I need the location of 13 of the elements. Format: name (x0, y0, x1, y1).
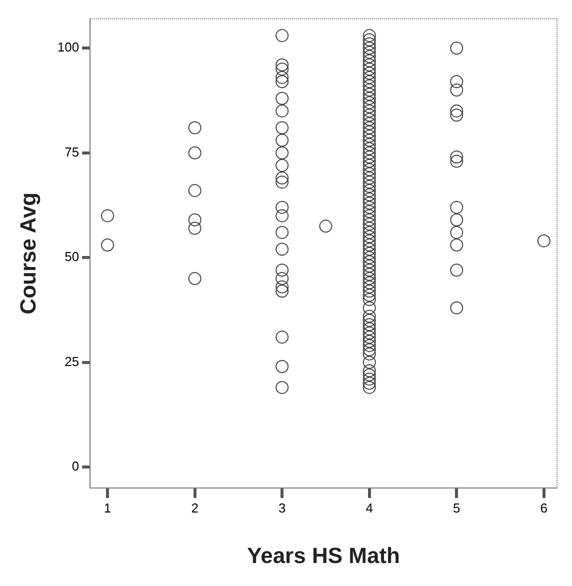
y-tick-label: 100 (57, 40, 80, 55)
x-tick-label: 2 (191, 500, 198, 516)
x-axis-title: Years HS Math (247, 542, 400, 568)
x-tick-label: 6 (540, 500, 548, 516)
x-tick-label: 1 (104, 500, 112, 516)
y-tick-label: 25 (64, 354, 80, 369)
y-tick-label: 75 (64, 144, 80, 160)
y-tick-label: 0 (72, 458, 80, 474)
y-axis-title: Course Avg (15, 192, 40, 314)
x-tick-label: 5 (453, 500, 460, 516)
y-tick-label: 50 (64, 249, 80, 264)
x-tick-label: 3 (278, 500, 286, 516)
x-tick-label: 4 (366, 500, 373, 516)
